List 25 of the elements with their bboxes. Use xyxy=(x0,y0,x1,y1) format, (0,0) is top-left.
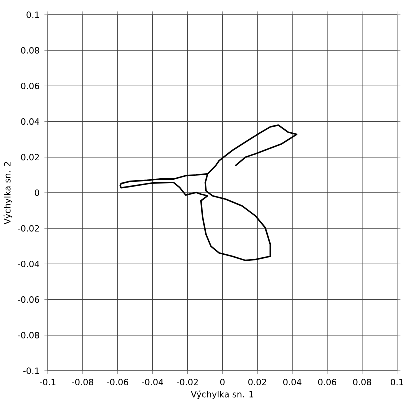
x-tick-label: 0.04 xyxy=(283,379,302,386)
x-tick-label: 0.08 xyxy=(353,379,372,386)
y-tick-label: -0.1 xyxy=(24,368,40,374)
x-tick-label: -0.08 xyxy=(72,379,94,386)
y-tick-label: 0 xyxy=(35,190,40,196)
y-tick-label: 0.06 xyxy=(21,82,40,90)
x-tick-label: -0.06 xyxy=(107,379,128,386)
line-series xyxy=(120,124,298,262)
y-axis-title: Výchylka sn. 2 xyxy=(4,162,13,225)
x-tick-label: -0.1 xyxy=(40,379,56,386)
x-axis-title: Výchylka sn. 1 xyxy=(191,390,254,400)
y-tick-label: 0.1 xyxy=(26,12,40,18)
x-tick-label: 0 xyxy=(220,379,225,386)
y-tick-label: -0.02 xyxy=(18,225,40,232)
x-tick-label: 0.02 xyxy=(248,379,266,386)
y-tick-label: -0.04 xyxy=(18,260,40,268)
y-tick-label: 0.02 xyxy=(21,154,40,161)
x-tick-label: -0.02 xyxy=(176,379,198,386)
y-tick-label: 0.04 xyxy=(21,118,40,126)
x-tick-label: 0.06 xyxy=(318,379,337,386)
y-tick-label: 0.08 xyxy=(21,47,40,54)
x-tick-label: 0.1 xyxy=(391,379,404,386)
y-tick-label: -0.06 xyxy=(18,296,40,304)
y-tick-label: -0.08 xyxy=(18,332,40,339)
x-tick-label: -0.04 xyxy=(142,379,164,386)
